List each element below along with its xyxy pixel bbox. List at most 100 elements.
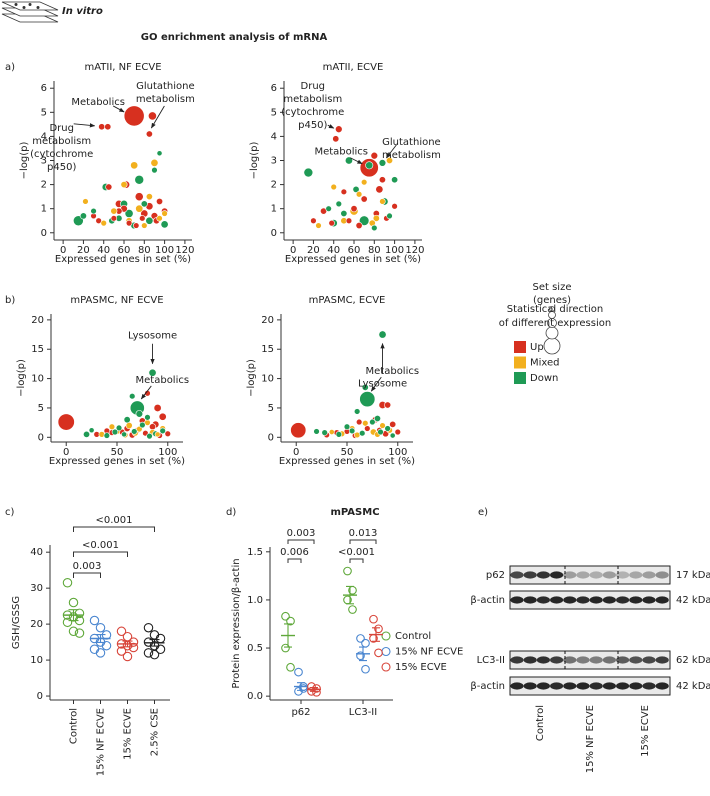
data-point [143, 622, 154, 633]
blot-group-label: 15% NF ECVE [585, 705, 596, 773]
bubble [154, 431, 161, 438]
blot-band [523, 682, 537, 690]
data-point [116, 646, 127, 656]
y-axis-label: −log(p) [19, 142, 30, 180]
x-tick-label: 0 [63, 447, 69, 458]
x-tick-label: 50 [111, 447, 124, 458]
blot-band [510, 596, 524, 604]
y-tick-label: 40 [30, 547, 43, 558]
significance-bracket [287, 558, 302, 563]
blot-band [523, 596, 537, 604]
panel-label: c) [5, 507, 14, 518]
bubble [151, 166, 158, 174]
blot-size-label: 62 kDa [676, 655, 710, 666]
blot-group-label: Control [535, 705, 546, 741]
p-value: <0.001 [338, 547, 375, 558]
blot-band [642, 571, 656, 579]
chart-title: mPASMC, NF ECVE [70, 295, 163, 306]
y-tick-label: 20 [31, 315, 44, 326]
bubble [83, 430, 91, 438]
bubble [389, 432, 396, 439]
bubble [79, 212, 87, 220]
size-legend-circles [543, 306, 561, 355]
bubble [315, 222, 322, 229]
y-axis-label: −log(p) [16, 359, 27, 397]
data-point [281, 611, 290, 621]
blot-size-label: 42 kDa [676, 681, 710, 692]
bubble [360, 195, 368, 203]
blot-band [510, 682, 524, 690]
annotation: Drug [301, 81, 326, 92]
size-legend-title: (genes) [533, 295, 571, 306]
bubble [145, 193, 153, 201]
data-point [312, 684, 321, 693]
blot-band [550, 682, 564, 690]
annotation-arrow [140, 385, 152, 400]
error-bar [359, 646, 367, 662]
blot-band [602, 596, 617, 604]
panel-label: e) [478, 507, 488, 518]
x-tick-label: 100 [155, 245, 174, 256]
x-axis-label: Expressed genes in set (%) [279, 456, 415, 467]
bubble [348, 427, 356, 435]
chart-title: mPASMC [330, 507, 379, 518]
legend-label: 15% NF ECVE [395, 647, 463, 658]
bubble [159, 427, 166, 435]
blot-band [563, 571, 577, 579]
data-point [62, 578, 73, 588]
y-tick-label: 15 [261, 344, 274, 355]
blot-band [616, 656, 630, 664]
data-point [348, 605, 357, 614]
bubble [335, 125, 343, 133]
bubble [361, 383, 369, 391]
bubble [332, 135, 340, 143]
error-bar [297, 682, 305, 691]
bubble [371, 224, 378, 232]
bubble [121, 431, 128, 438]
blot-band [563, 656, 577, 664]
bubble [358, 215, 370, 226]
bubble [359, 429, 366, 437]
bubble [365, 161, 374, 170]
bubble [134, 174, 145, 185]
bubble [379, 198, 386, 205]
blot-band [616, 571, 630, 579]
blot-strip [509, 565, 671, 585]
blot-band [629, 656, 643, 664]
annotation: Metabolics [71, 97, 125, 108]
x-axis-label: Expressed genes in set (%) [49, 456, 185, 467]
bubble [384, 425, 391, 432]
panel-label: b) [5, 295, 15, 306]
blot-band [550, 656, 564, 664]
significance-bracket [73, 572, 101, 578]
blot-band [563, 596, 577, 604]
blot-band [655, 656, 669, 664]
x-tick-label: 120 [405, 245, 424, 256]
data-point [143, 648, 154, 658]
y-axis-label: GSH/GSSG [11, 596, 22, 649]
bubble [375, 185, 384, 194]
data-point [374, 648, 383, 658]
blot-band [523, 656, 537, 664]
y-tick-label: 6 [271, 83, 277, 94]
significance-bracket [349, 558, 364, 563]
bubble [369, 418, 376, 426]
bubble [344, 156, 353, 165]
bubble [135, 410, 144, 418]
bubble [153, 403, 162, 412]
y-axis-label: −log(p) [249, 142, 260, 180]
y-tick-label: 5 [41, 107, 47, 118]
annotation: Metabolics [366, 366, 420, 377]
x-tick-label: LC3-II [349, 707, 377, 718]
blot-row-label: β-actin [470, 681, 505, 692]
data-point [286, 616, 295, 626]
legend-marker [381, 646, 391, 657]
y-tick-label: 2 [41, 180, 47, 191]
bubble [378, 159, 387, 167]
p-value: <0.001 [95, 515, 132, 526]
annotation-arrow [386, 144, 397, 159]
bubble [100, 219, 107, 227]
bubble [303, 167, 314, 178]
legend-label: Mixed [530, 358, 560, 369]
error-bar [122, 640, 133, 648]
